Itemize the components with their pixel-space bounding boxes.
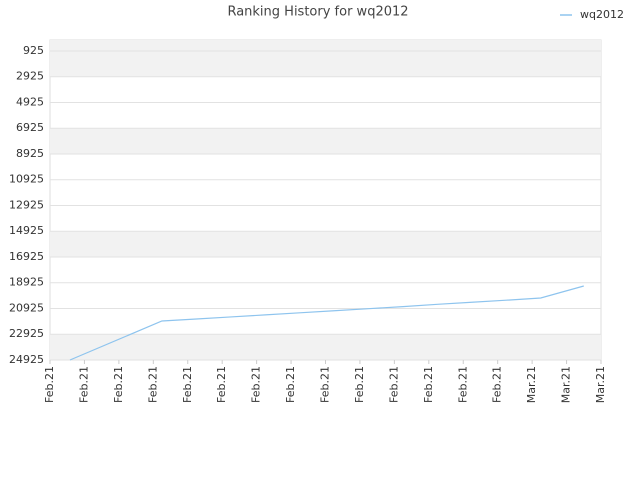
x-tick-label: Feb.21	[422, 366, 435, 403]
x-tick-label: Mar.21	[560, 366, 573, 403]
x-tick-label: Feb.21	[491, 366, 504, 403]
y-tick-label: 2925	[16, 70, 44, 83]
x-tick-label: Feb.21	[146, 366, 159, 403]
x-tick-label: Feb.21	[353, 366, 366, 403]
x-tick-label: Feb.21	[387, 366, 400, 403]
y-tick-label: 24925	[9, 353, 44, 366]
y-tick-label: 12925	[9, 198, 44, 211]
x-tick-label: Feb.21	[215, 366, 228, 403]
y-tick-label: 20925	[9, 301, 44, 314]
y-tick-label: 22925	[9, 327, 44, 340]
y-tick-label: 6925	[16, 121, 44, 134]
grid-band	[50, 40, 601, 51]
y-tick-label: 10925	[9, 173, 44, 186]
y-tick-label: 8925	[16, 147, 44, 160]
x-tick-label: Feb.21	[456, 366, 469, 403]
y-tick-label: 4925	[16, 95, 44, 108]
x-tick-label: Feb.21	[284, 366, 297, 403]
legend-label: wq2012	[580, 8, 624, 21]
line	[69, 285, 584, 361]
y-tick-label: 18925	[9, 276, 44, 289]
x-tick-label: Feb.21	[43, 366, 56, 403]
x-tick-label: Mar.21	[525, 366, 538, 403]
plot-area	[49, 39, 602, 361]
grid-band	[50, 128, 601, 154]
x-tick-label: Mar.21	[594, 366, 607, 403]
y-tick-label: 925	[23, 44, 44, 57]
grid-band	[50, 231, 601, 257]
grid-band	[50, 50, 601, 77]
grid-band	[50, 334, 601, 360]
x-tick-label: Feb.21	[250, 366, 263, 403]
x-tick-label: Feb.21	[319, 366, 332, 403]
chart-title: Ranking History for wq2012	[227, 5, 408, 20]
x-tick-label: Feb.21	[181, 366, 194, 403]
y-tick-label: 14925	[9, 224, 44, 237]
x-tick-label: Feb.21	[77, 366, 90, 403]
y-tick-label: 16925	[9, 250, 44, 263]
x-tick-label: Feb.21	[112, 366, 125, 403]
